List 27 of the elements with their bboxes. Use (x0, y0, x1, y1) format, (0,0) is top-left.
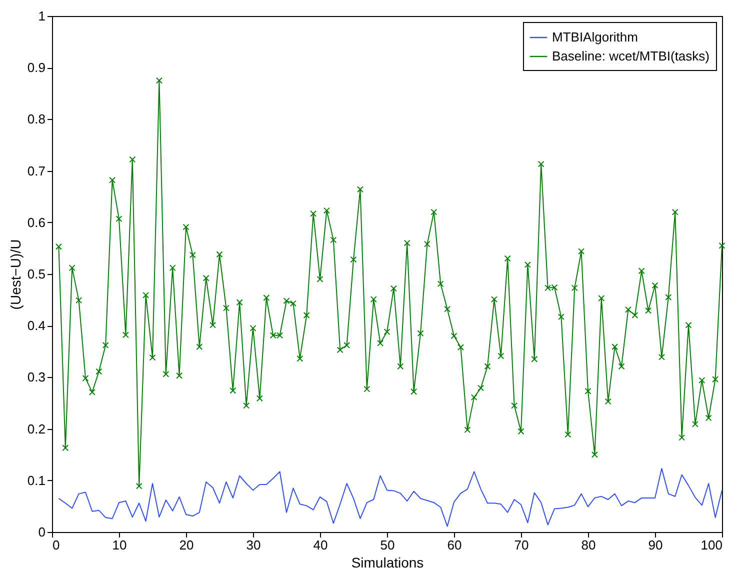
y-tick-label: 0.5 (27, 266, 46, 282)
line-series (58, 468, 722, 527)
x-tick-label: 30 (246, 538, 261, 552)
y-tick-label: 0.7 (27, 163, 46, 178)
y-tick-label: 0.3 (27, 370, 46, 385)
x-tick-label: 40 (313, 538, 328, 552)
x-tick-label: 100 (700, 538, 722, 552)
x-axis-title: Simulations (351, 554, 424, 570)
x-tick-label: 70 (514, 538, 529, 552)
y-tick-label: 1 (38, 8, 46, 24)
x-tick-label: 0 (52, 538, 60, 552)
x-tick-label: 20 (179, 538, 194, 552)
y-tick-label: 0 (38, 524, 46, 540)
x-tick-label: 10 (112, 538, 127, 552)
x-tick-label: 50 (380, 538, 395, 552)
x-tick-label: 90 (648, 538, 663, 552)
y-tick-label: 0.2 (27, 421, 46, 436)
y-tick-label: 0.8 (27, 112, 46, 127)
y-tick-label: 0.9 (27, 60, 46, 76)
legend-label: MTBIAlgorithm (552, 30, 638, 44)
x-tick-label: 80 (581, 538, 596, 552)
y-tick-label: 0.1 (27, 472, 46, 488)
x-tick-label: 60 (447, 538, 462, 552)
y-tick-label: 0.4 (27, 318, 46, 334)
y-axis-title: (Uest−U)/U (7, 239, 24, 310)
legend-label: Baseline: wcet/MTBI(tasks) (552, 48, 710, 64)
y-tick-label: 0.6 (27, 214, 46, 230)
